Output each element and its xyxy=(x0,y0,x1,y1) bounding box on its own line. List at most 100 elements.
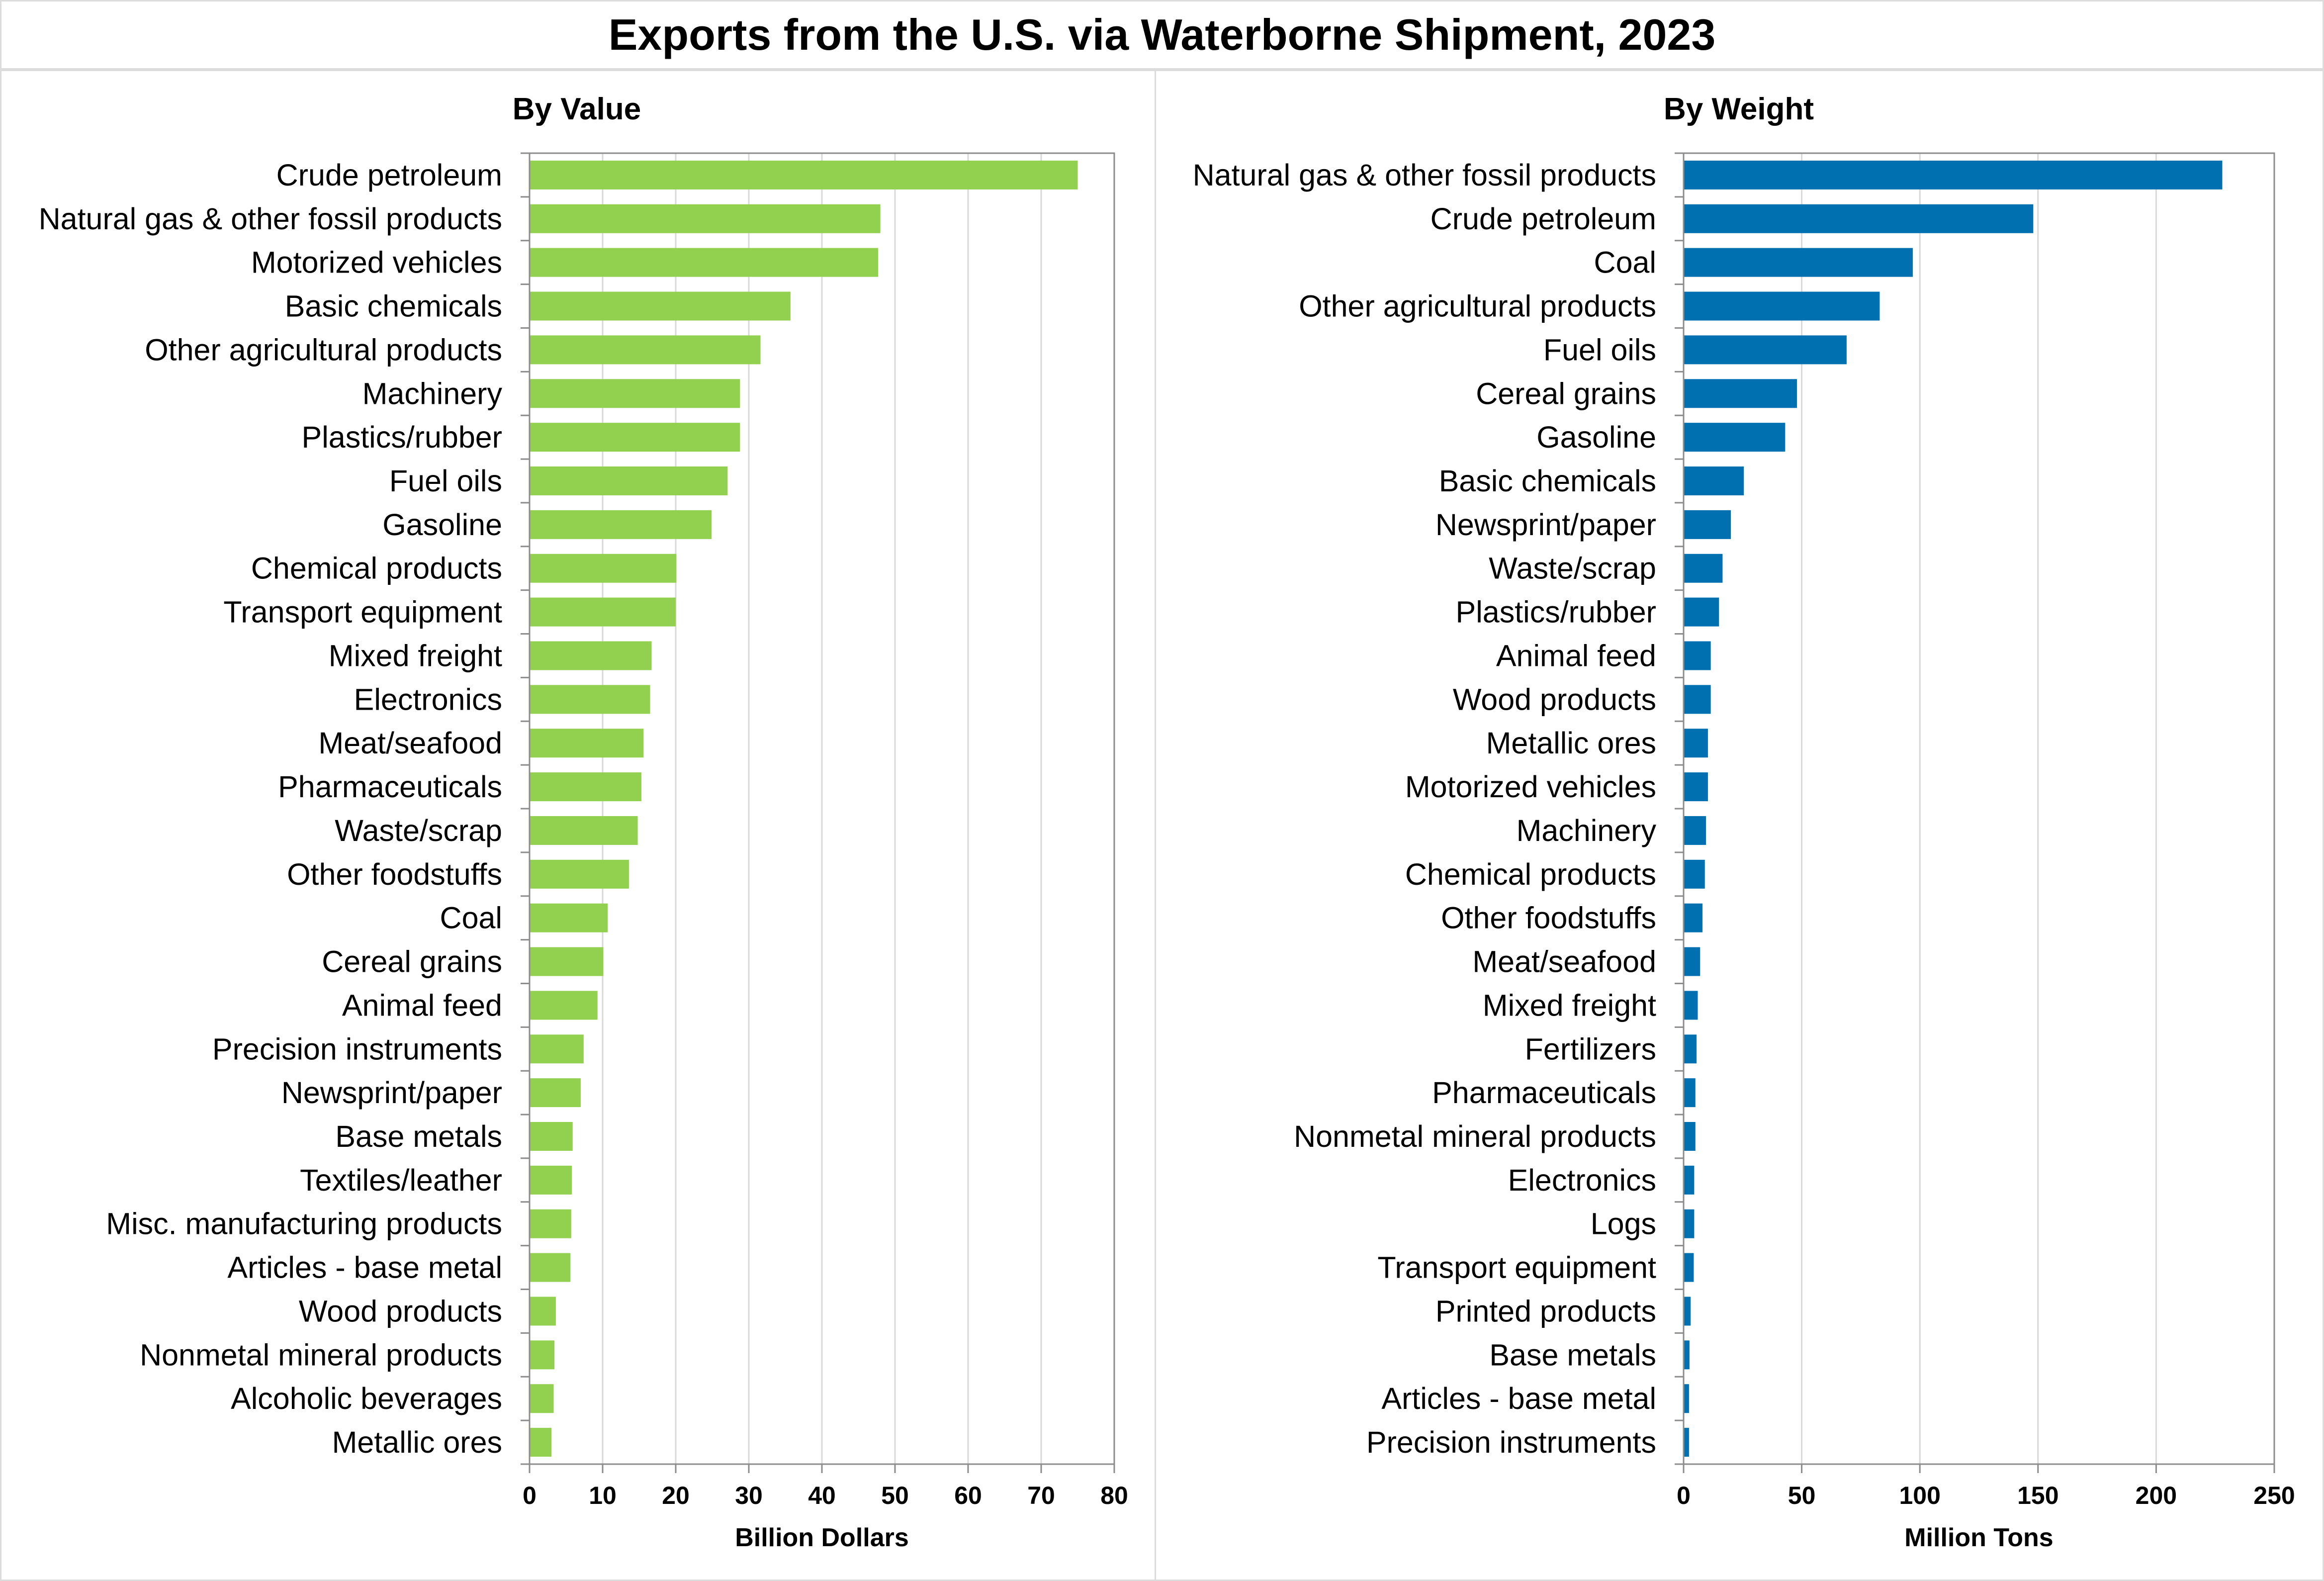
bar xyxy=(1684,1428,1689,1457)
x-tick-label: 70 xyxy=(1027,1482,1055,1509)
category-label: Alcoholic beverages xyxy=(231,1382,502,1415)
category-label: Fertilizers xyxy=(1525,1032,1656,1066)
category-label: Gasoline xyxy=(382,508,502,542)
x-tick-label: 60 xyxy=(954,1482,982,1509)
bar xyxy=(530,729,644,758)
category-label: Other foodstuffs xyxy=(287,857,502,891)
category-label: Nonmetal mineral products xyxy=(140,1338,502,1372)
panel-by-weight xyxy=(1155,70,2324,1581)
category-label: Newsprint/paper xyxy=(1435,508,1656,542)
bar xyxy=(530,1034,584,1064)
chart-weight: Natural gas & other fossil products Crude… xyxy=(1193,92,2295,1552)
category-label: Pharmaceuticals xyxy=(1432,1076,1656,1110)
category-label: Fuel oils xyxy=(1543,333,1656,367)
bar xyxy=(530,379,740,408)
category-label: Other agricultural products xyxy=(1299,289,1656,323)
category-label: Chemical products xyxy=(1405,857,1656,891)
category-label: Metallic ores xyxy=(1486,726,1656,760)
bar xyxy=(530,204,881,233)
bar xyxy=(1684,1209,1695,1238)
category-label: Printed products xyxy=(1435,1294,1656,1328)
bar xyxy=(1684,291,1880,321)
category-label: Wood products xyxy=(299,1294,502,1328)
category-label: Electronics xyxy=(354,682,502,716)
category-label: Crude petroleum xyxy=(1430,202,1656,236)
bar xyxy=(530,1384,554,1413)
category-label: Machinery xyxy=(1517,814,1657,847)
bar xyxy=(1684,772,1708,802)
category-label: Articles - base metal xyxy=(227,1251,502,1285)
bar xyxy=(530,1209,571,1238)
bar xyxy=(1684,1384,1689,1413)
x-tick-label: 100 xyxy=(1899,1482,1940,1509)
category-label: Crude petroleum xyxy=(276,158,502,192)
category-label: Natural gas & other fossil products xyxy=(39,202,502,236)
category-label: Newsprint/paper xyxy=(281,1076,502,1110)
bar xyxy=(1684,947,1700,976)
bar xyxy=(530,291,791,321)
x-tick-label: 200 xyxy=(2136,1482,2177,1509)
category-label: Fuel oils xyxy=(389,464,502,498)
category-label: Metallic ores xyxy=(332,1425,502,1459)
bar xyxy=(530,160,1078,189)
category-label: Transport equipment xyxy=(1377,1251,1656,1285)
bar xyxy=(530,641,652,670)
bar xyxy=(530,335,761,365)
x-tick-label: 30 xyxy=(735,1482,763,1509)
bar xyxy=(1684,160,2223,189)
x-tick-label: 50 xyxy=(1788,1482,1816,1509)
bar xyxy=(1684,1253,1694,1282)
bar xyxy=(1684,816,1706,845)
category-label: Animal feed xyxy=(342,988,502,1022)
bar xyxy=(1684,248,1913,277)
bar xyxy=(1684,991,1698,1020)
bar xyxy=(530,597,676,627)
chart-title-bar: Exports from the U.S. via Waterborne Shi… xyxy=(0,0,2324,70)
bar xyxy=(1684,1165,1695,1195)
bar xyxy=(1684,1078,1696,1108)
bar xyxy=(530,1253,571,1282)
x-tick-label: 50 xyxy=(881,1482,909,1509)
bar xyxy=(530,903,608,932)
bar xyxy=(1684,510,1731,539)
bar xyxy=(1684,1340,1690,1370)
category-label: Chemical products xyxy=(251,552,502,585)
category-label: Nonmetal mineral products xyxy=(1294,1119,1656,1153)
bar xyxy=(1684,554,1723,583)
category-label: Textiles/leather xyxy=(300,1163,502,1197)
bar xyxy=(530,248,879,277)
x-axis-title: Billion Dollars xyxy=(735,1523,909,1552)
chart-title: Exports from the U.S. via Waterborne Shi… xyxy=(608,10,1716,59)
x-tick-label: 20 xyxy=(662,1482,690,1509)
category-label: Plastics/rubber xyxy=(302,420,502,454)
x-tick-label: 10 xyxy=(589,1482,617,1509)
category-label: Waste/scrap xyxy=(335,814,502,847)
x-tick-label: 80 xyxy=(1100,1482,1128,1509)
x-axis-title: Million Tons xyxy=(1904,1523,2053,1552)
bar xyxy=(1684,1122,1696,1151)
category-label: Electronics xyxy=(1508,1163,1656,1197)
category-label: Waste/scrap xyxy=(1489,552,1656,585)
category-label: Coal xyxy=(440,901,502,935)
x-tick-label: 0 xyxy=(523,1482,536,1509)
category-label: Precision instruments xyxy=(1366,1425,1656,1459)
bar xyxy=(530,991,598,1020)
bar xyxy=(530,947,604,976)
bar xyxy=(1684,1034,1697,1064)
chart-value: Crude petroleum Natural gas & other fossi… xyxy=(39,92,1128,1552)
category-label: Cereal grains xyxy=(1476,376,1656,410)
category-label: Other foodstuffs xyxy=(1441,901,1656,935)
bar xyxy=(1684,729,1708,758)
bar xyxy=(1684,685,1711,714)
category-label: Meat/seafood xyxy=(318,726,502,760)
category-label: Plastics/rubber xyxy=(1456,595,1656,629)
bar xyxy=(530,1078,581,1108)
bar xyxy=(1684,903,1703,932)
category-label: Cereal grains xyxy=(322,945,502,979)
bar xyxy=(1684,641,1711,670)
bar xyxy=(1684,466,1744,495)
bar xyxy=(530,1122,573,1151)
category-label: Motorized vehicles xyxy=(251,246,502,279)
category-label: Meat/seafood xyxy=(1472,945,1656,979)
